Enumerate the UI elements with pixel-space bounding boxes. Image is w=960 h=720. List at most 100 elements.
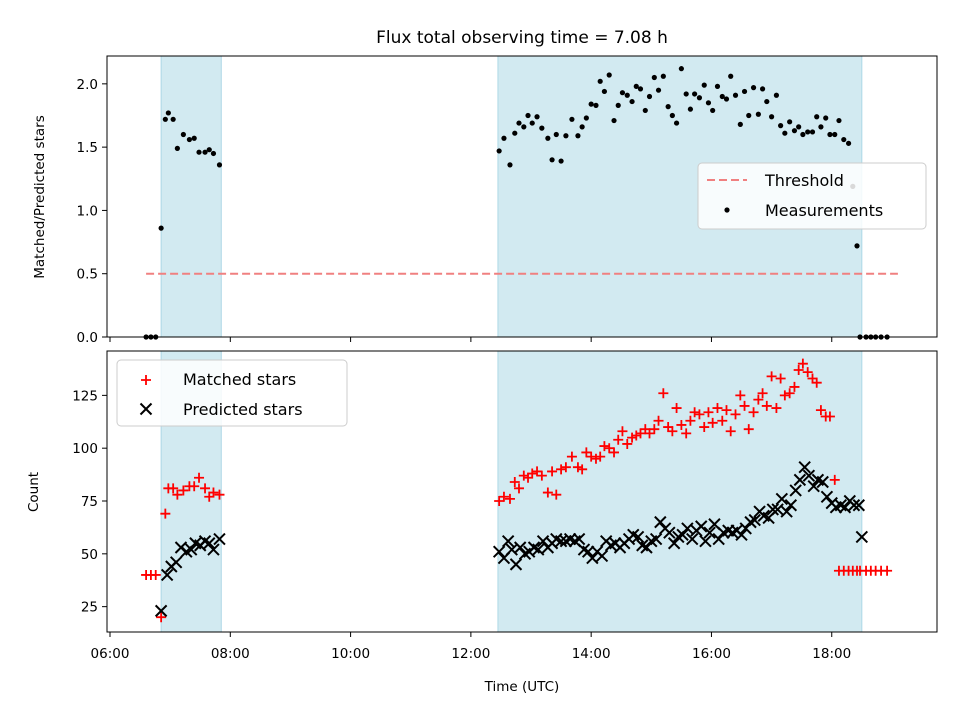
- ratio-y-axis-label: Matched/Predicted stars: [32, 115, 48, 278]
- legend-measurement-swatch: [724, 207, 730, 213]
- measurement-point: [553, 131, 559, 138]
- matched-star-point: [797, 358, 808, 369]
- measurement-point: [158, 225, 164, 231]
- measurement-point: [764, 98, 770, 105]
- count-y-axis-label: Count: [26, 472, 42, 512]
- predicted-star-point: [532, 543, 545, 556]
- measurement-point: [773, 92, 780, 98]
- predicted-star-point: [766, 503, 780, 516]
- predicted-star-point: [663, 526, 676, 539]
- predicted-star-point: [631, 530, 645, 544]
- matched-star-point: [566, 451, 577, 462]
- measurement-point: [202, 149, 208, 155]
- x-tick-label: 14:00: [572, 646, 611, 662]
- x-tick-label: 10:00: [331, 646, 370, 662]
- measurement-point: [836, 117, 842, 124]
- measurement-point: [845, 140, 852, 146]
- measurement-point: [569, 116, 575, 122]
- matched-star-point: [793, 365, 804, 376]
- measurement-point: [597, 78, 603, 84]
- chart-title: Flux total observing time = 7.08 h: [376, 28, 668, 48]
- measurement-point: [633, 83, 639, 89]
- matched-star-point: [504, 493, 515, 504]
- y-tick-label: 0.5: [77, 267, 98, 283]
- y-tick-label: 1.0: [77, 203, 98, 219]
- measurement-point: [827, 131, 833, 138]
- measurement-point: [646, 93, 653, 100]
- measurement-point: [669, 112, 675, 119]
- legend-box: [697, 162, 927, 230]
- shaded-interval: [160, 55, 222, 338]
- measurement-point: [507, 162, 513, 168]
- matched-star-point: [676, 419, 687, 430]
- axes-frame: [106, 350, 938, 633]
- measurement-point: [719, 93, 725, 100]
- matched-star-point: [194, 472, 205, 483]
- measurement-point: [196, 149, 202, 155]
- measurement-point: [692, 91, 698, 97]
- legend-ratio: Threshold Measurements: [697, 162, 927, 230]
- matched-star-point: [556, 464, 567, 475]
- measurement-point: [791, 128, 798, 134]
- predicted-star-point: [855, 530, 869, 544]
- matched-star-point: [189, 481, 200, 492]
- measurement-point: [525, 112, 531, 119]
- matched-star-point: [703, 407, 714, 418]
- measurement-point: [637, 86, 644, 92]
- measurement-point: [714, 83, 721, 89]
- predicted-star-point: [536, 534, 550, 548]
- measurement-point: [174, 145, 180, 152]
- matched-star-point: [595, 451, 606, 462]
- matched-star-point: [150, 569, 161, 580]
- x-tick-label: 16:00: [692, 646, 731, 662]
- legend-matched-swatch: [141, 375, 151, 385]
- y-tick-label: 2.0: [77, 77, 98, 93]
- matched-star-point: [694, 409, 705, 420]
- matched-star-point: [513, 483, 524, 494]
- measurement-point: [558, 158, 564, 164]
- measurement-point: [841, 136, 847, 143]
- measurement-point: [583, 115, 589, 121]
- legend-threshold-label: Threshold: [764, 171, 844, 190]
- x-axis-label: Time (UTC): [484, 679, 560, 695]
- matched-star-point: [766, 371, 777, 382]
- measurement-point: [206, 147, 212, 153]
- measurement-point: [778, 123, 784, 129]
- matched-star-point: [617, 426, 628, 437]
- shaded-interval: [497, 350, 863, 633]
- measurement-point: [655, 87, 662, 93]
- matched-star-point: [811, 377, 822, 388]
- predicted-star-point: [748, 513, 761, 527]
- measurement-point: [501, 135, 507, 141]
- measurement-point: [787, 119, 793, 125]
- matched-star-point: [707, 417, 718, 428]
- measurement-point: [165, 110, 171, 116]
- measurement-point: [170, 116, 176, 122]
- matched-star-point: [551, 489, 562, 500]
- measurement-point: [805, 129, 811, 135]
- predicted-star-point: [784, 499, 798, 512]
- matched-star-point: [882, 565, 893, 576]
- matched-star-point: [586, 451, 597, 462]
- predicted-star-point: [554, 534, 568, 548]
- matched-star-point: [717, 415, 728, 426]
- measurement-point: [665, 104, 671, 110]
- matched-star-point: [560, 462, 571, 473]
- matched-star-point: [671, 403, 682, 414]
- measurement-point: [512, 130, 518, 136]
- matched-star-point: [609, 447, 620, 458]
- measurement-point: [723, 96, 730, 102]
- predicted-star-point: [798, 460, 811, 474]
- predicted-star-point: [654, 515, 667, 529]
- x-tick-label: 18:00: [812, 646, 851, 662]
- legend-predicted-label: Predicted stars: [183, 400, 303, 419]
- measurement-point: [549, 157, 555, 163]
- matched-star-point: [712, 403, 723, 414]
- predicted-star-point: [492, 545, 506, 558]
- measurement-point: [728, 73, 734, 79]
- measurement-point: [705, 100, 712, 106]
- predicted-star-point: [802, 469, 816, 482]
- matched-star-point: [730, 409, 741, 420]
- measurement-point: [545, 135, 551, 141]
